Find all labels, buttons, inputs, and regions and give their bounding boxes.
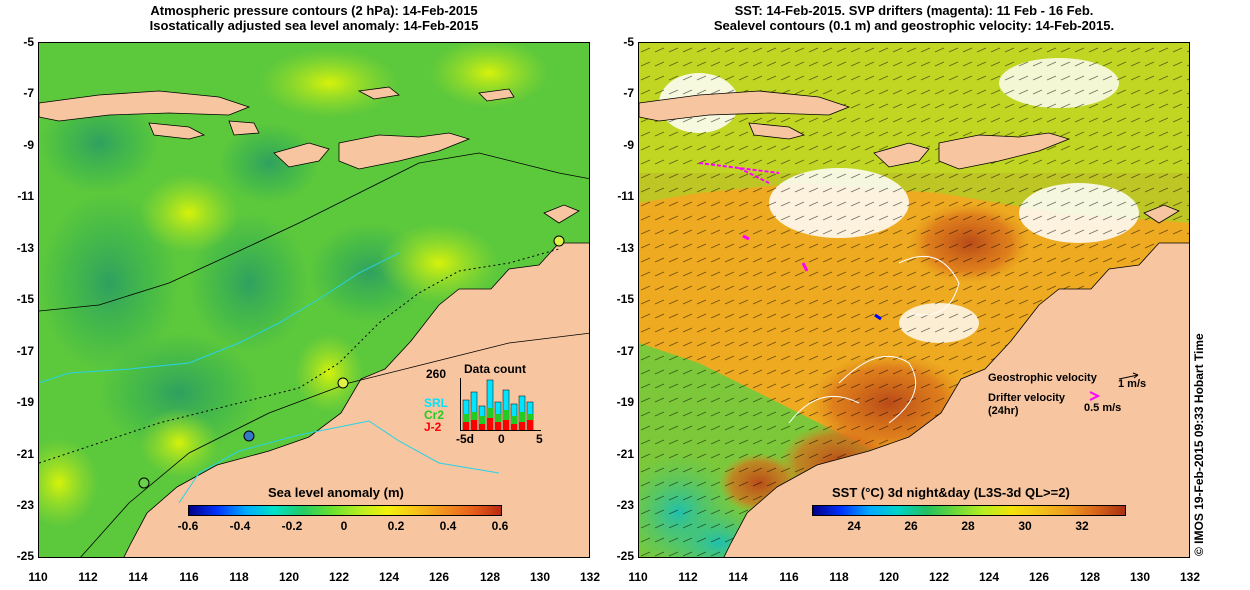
- right-lon-tick: 114: [728, 570, 748, 584]
- left-lon-tick: 124: [378, 570, 400, 584]
- sla-colorbar-title: Sea level anomaly (m): [268, 485, 404, 500]
- right-lat-tick: -11: [617, 189, 634, 203]
- right-lat-tick: -25: [616, 549, 634, 563]
- left-lat-tick: -19: [16, 395, 34, 409]
- right-lat-tick: -5: [623, 35, 634, 49]
- right-title-line2: Sealevel contours (0.1 m) and geostrophi…: [713, 18, 1115, 33]
- left-title-line2: Isostatically adjusted sea level anomaly…: [149, 18, 479, 33]
- sst-colorbar: [812, 505, 1126, 516]
- left-title-line1: Atmospheric pressure contours (2 hPa): 1…: [150, 3, 478, 18]
- right-lon-tick: 122: [928, 570, 950, 584]
- drifter-velocity-arrow-icon: [1089, 391, 1101, 401]
- left-lat-tick: -23: [16, 498, 34, 512]
- left-lat-tick: -25: [16, 549, 34, 563]
- left-lon-tick: 116: [179, 570, 199, 584]
- left-lon-tick: 128: [479, 570, 501, 584]
- sst-map: [638, 42, 1190, 558]
- data-count-title: Data count: [464, 362, 527, 376]
- sla-tick-7: 0.6: [491, 519, 509, 533]
- sea-level-anomaly-map-graphic: [39, 43, 589, 557]
- sla-tick-1: -0.6: [177, 519, 199, 533]
- left-lat-tick: -21: [16, 447, 34, 461]
- right-lon-tick: 116: [779, 570, 799, 584]
- data-count-bars: [462, 379, 534, 431]
- data-count-xtick-2: 0: [498, 432, 505, 446]
- imos-credit: © IMOS 19-Feb-2015 09:33 Hobart Time: [1192, 333, 1206, 556]
- data-count-xtick-1: -5d: [456, 432, 474, 446]
- right-lat-tick: -9: [623, 138, 634, 152]
- right-lat-tick: -19: [616, 395, 634, 409]
- left-lon-tick: 126: [428, 570, 450, 584]
- left-lon-tick: 120: [278, 570, 300, 584]
- sst-colorbar-title: SST (°C) 3d night&day (L3S-3d QL>=2): [832, 485, 1070, 500]
- sst-tick-3: 28: [961, 519, 975, 533]
- left-lon-tick: 114: [128, 570, 148, 584]
- right-lon-tick: 110: [628, 570, 648, 584]
- data-count-histogram: [460, 378, 541, 431]
- left-lat-tick: -17: [16, 344, 34, 358]
- left-lon-tick: 118: [229, 570, 249, 584]
- data-count-xtick-3: 5: [536, 432, 543, 446]
- right-lon-tick: 132: [1179, 570, 1201, 584]
- sst-map-graphic: [639, 43, 1189, 557]
- data-count-max: 260: [426, 367, 447, 381]
- left-lat-tick: -13: [16, 241, 34, 255]
- left-lat-tick: -5: [23, 35, 34, 49]
- drifter-velocity-sub: (24hr): [988, 405, 1019, 417]
- drifter-velocity-label: Drifter velocity: [988, 392, 1066, 404]
- right-lon-tick: 120: [878, 570, 900, 584]
- left-lat-tick: -7: [23, 86, 34, 100]
- right-title-line1: SST: 14-Feb-2015. SVP drifters (magenta)…: [734, 3, 1094, 18]
- sla-tick-5: 0.2: [387, 519, 405, 533]
- sla-colorbar: [188, 505, 502, 516]
- sst-tick-2: 26: [904, 519, 918, 533]
- right-lat-tick: -17: [616, 344, 634, 358]
- right-lat-tick: -7: [623, 86, 634, 100]
- right-lon-tick: 118: [829, 570, 849, 584]
- geo-velocity-scale: 1 m/s: [1118, 378, 1147, 390]
- left-lon-tick: 132: [579, 570, 601, 584]
- sst-tick-5: 32: [1075, 519, 1089, 533]
- sla-tick-6: 0.4: [439, 519, 457, 533]
- sea-level-anomaly-map: [38, 42, 590, 558]
- sla-tick-4: 0: [340, 519, 348, 533]
- geo-velocity-arrow-icon: [1118, 372, 1139, 380]
- drifter-velocity-scale: 0.5 m/s: [1084, 402, 1122, 414]
- data-count-series-cr2: Cr2: [424, 408, 445, 422]
- data-count-series-srl: SRL: [424, 396, 448, 410]
- sst-tick-4: 30: [1018, 519, 1032, 533]
- right-lat-tick: -23: [616, 498, 634, 512]
- left-lon-tick: 112: [78, 570, 98, 584]
- sst-tick-1: 24: [847, 519, 861, 533]
- right-lon-tick: 128: [1079, 570, 1101, 584]
- right-lat-tick: -15: [616, 292, 634, 306]
- right-lon-tick: 124: [978, 570, 1000, 584]
- right-lon-tick: 130: [1129, 570, 1151, 584]
- right-lon-tick: 112: [678, 570, 698, 584]
- right-lat-tick: -13: [616, 241, 634, 255]
- sla-tick-2: -0.4: [229, 519, 251, 533]
- left-lat-tick: -15: [16, 292, 34, 306]
- right-lon-tick: 126: [1028, 570, 1050, 584]
- right-lat-tick: -21: [616, 447, 634, 461]
- left-lat-tick: -9: [23, 138, 34, 152]
- data-count-series-j2: J-2: [424, 420, 442, 434]
- sla-tick-3: -0.2: [281, 519, 303, 533]
- left-lon-tick: 130: [529, 570, 551, 584]
- left-lon-tick: 122: [328, 570, 350, 584]
- geo-velocity-label: Geostrophic velocity: [988, 372, 1097, 384]
- left-lon-tick: 110: [28, 570, 48, 584]
- left-lat-tick: -11: [17, 189, 34, 203]
